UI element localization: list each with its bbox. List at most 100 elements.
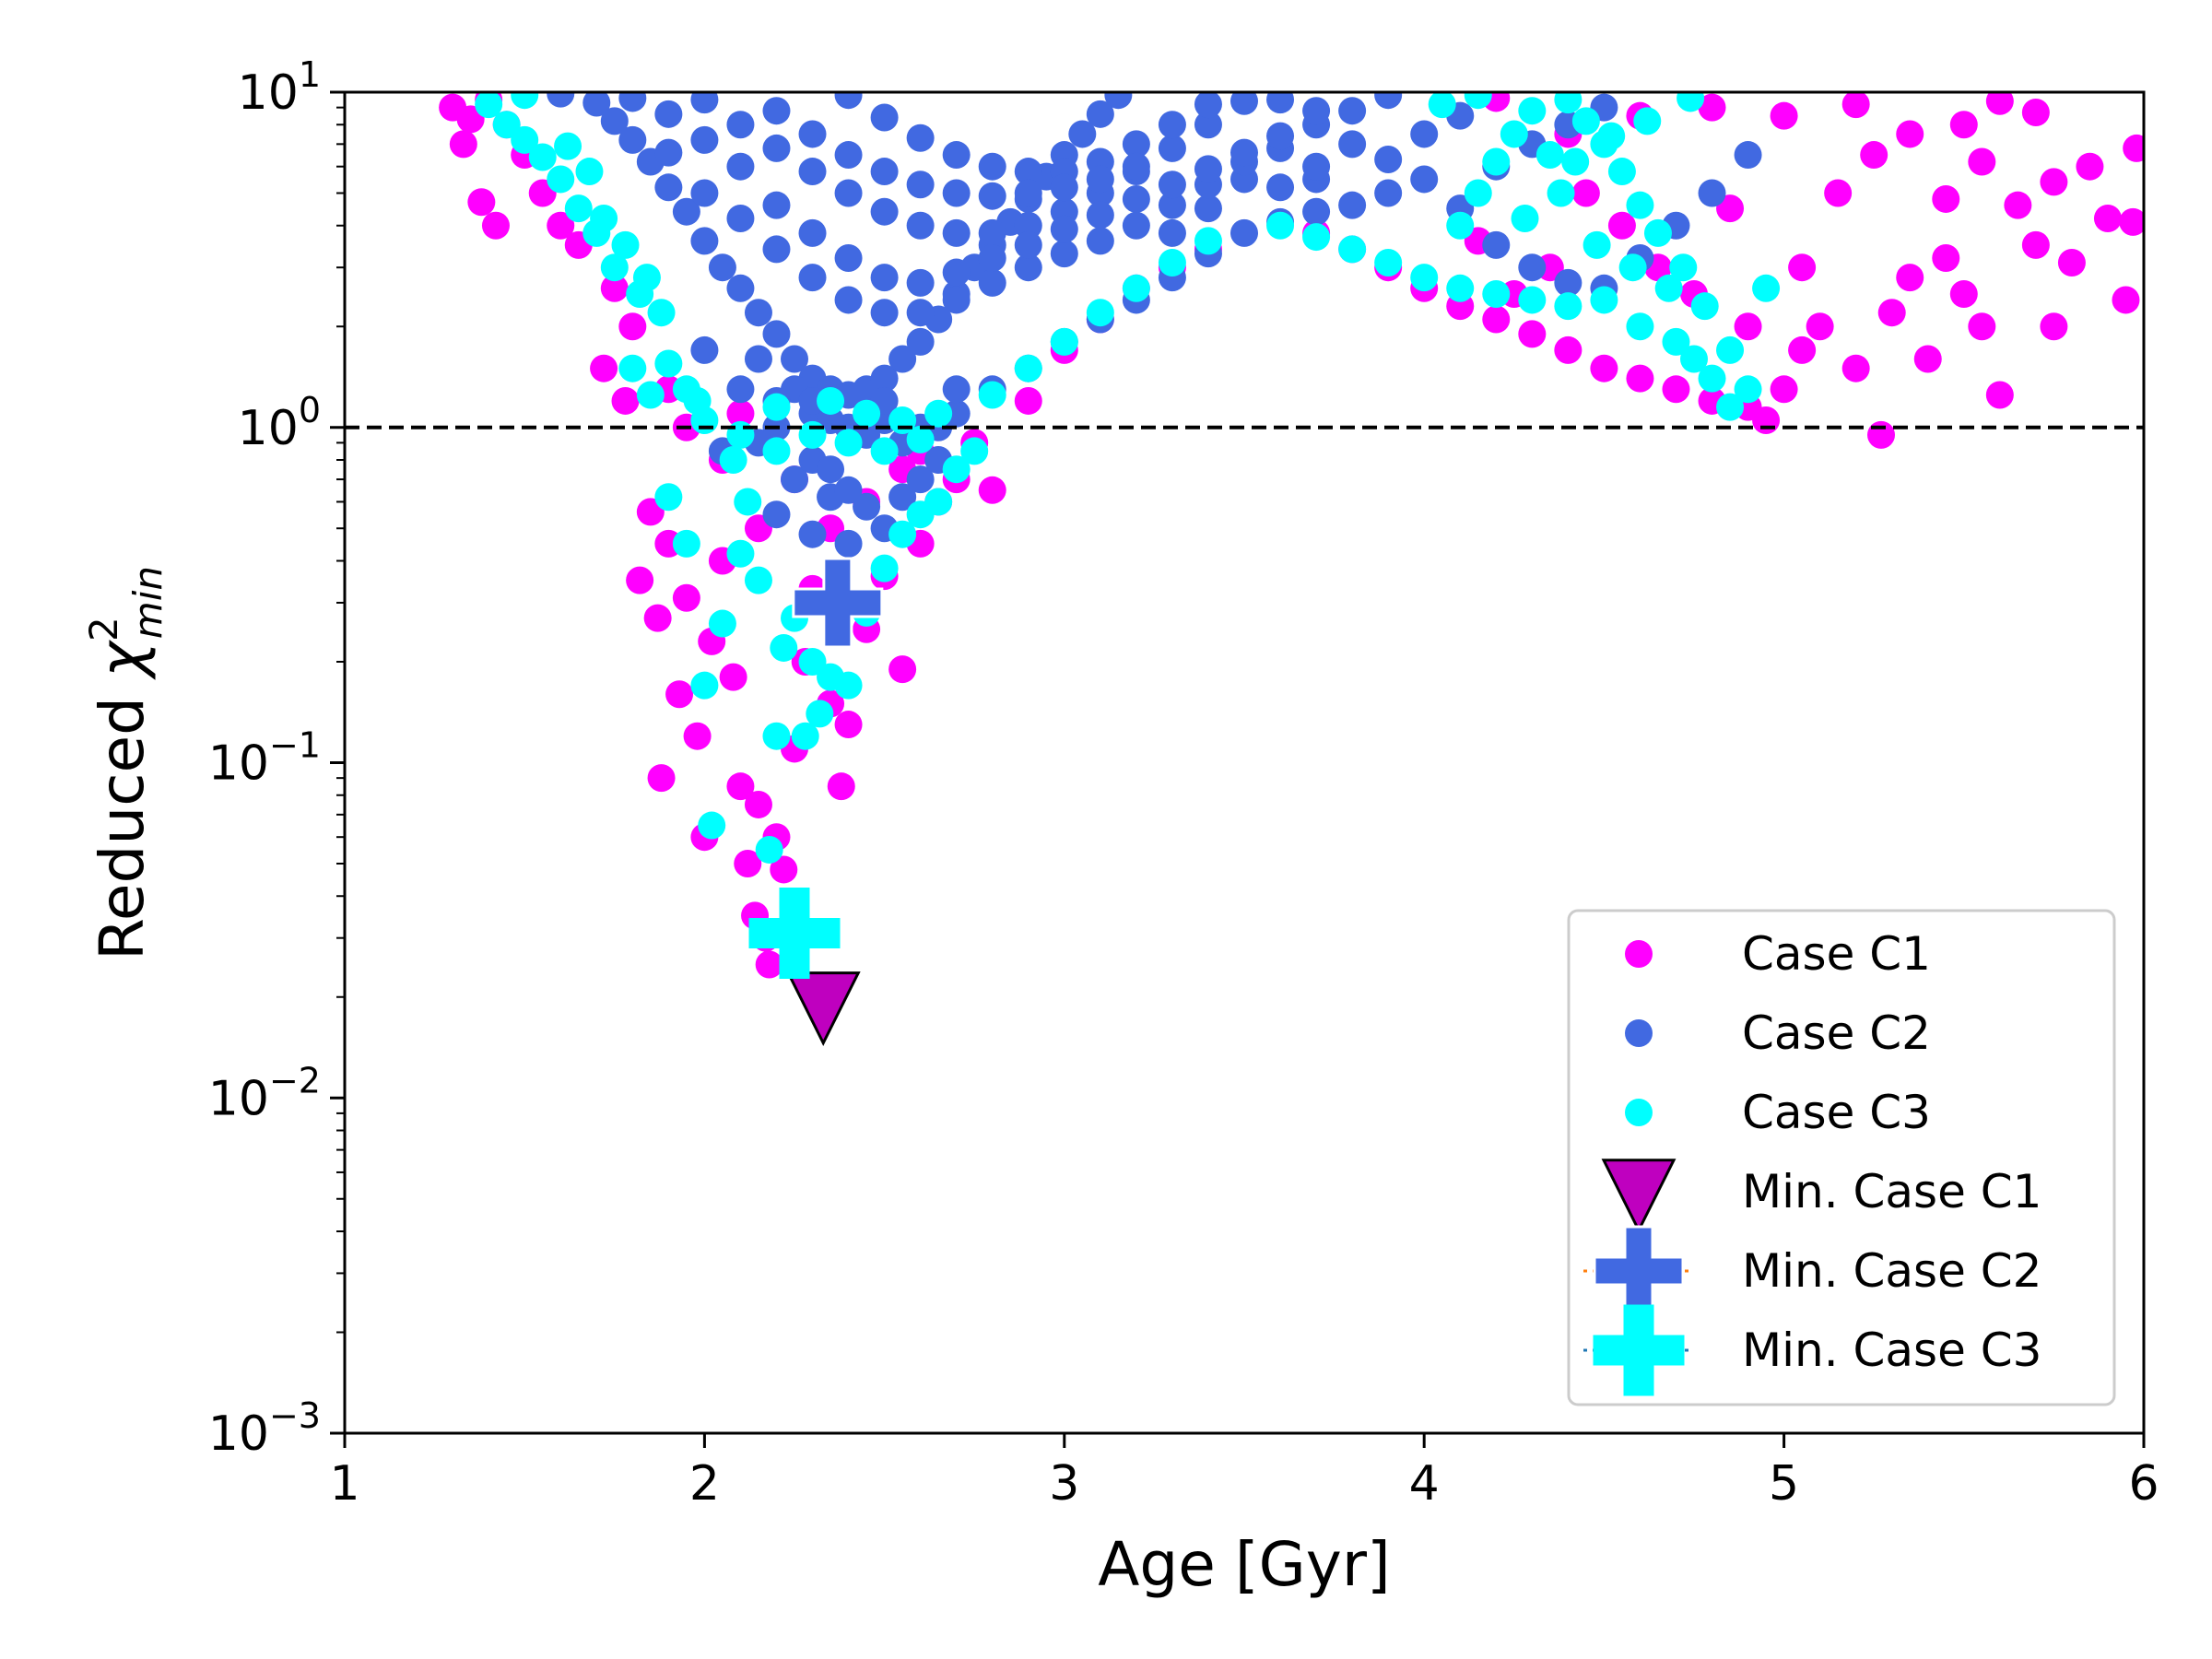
point-case-c3 [1752, 274, 1781, 302]
point-case-c1 [1716, 194, 1745, 223]
point-case-c3 [1547, 179, 1575, 207]
point-case-c1 [600, 274, 629, 302]
point-case-c2 [798, 158, 827, 186]
point-case-c1 [1788, 335, 1817, 364]
x-tick-label: 4 [1409, 1456, 1440, 1512]
point-case-c2 [1014, 179, 1042, 207]
point-case-c2 [1374, 145, 1403, 173]
point-case-c2 [1266, 92, 1295, 114]
point-case-c3 [834, 429, 863, 457]
point-case-c2 [672, 197, 700, 226]
point-case-c3 [1618, 253, 1647, 282]
point-case-c3 [1464, 179, 1492, 207]
point-case-c2 [1194, 155, 1222, 183]
point-case-c3 [1500, 120, 1528, 148]
point-case-c2 [708, 253, 736, 282]
point-case-c3 [1626, 312, 1654, 341]
point-case-c1 [1985, 92, 2014, 115]
point-case-c1 [978, 476, 1006, 504]
point-case-c3 [1086, 299, 1114, 327]
point-case-c1 [2076, 152, 2104, 181]
legend-item-min-case-c1: Min. Case C1 [1601, 1159, 2042, 1234]
point-case-c3 [1633, 107, 1662, 135]
point-case-c2 [1338, 97, 1367, 125]
legend-item-min-case-c2: Min. Case C2 [1583, 1225, 2042, 1317]
legend-marker [1625, 1099, 1653, 1126]
point-case-c1 [1554, 335, 1583, 364]
point-case-c2 [1122, 152, 1150, 181]
point-case-c1 [734, 849, 762, 877]
point-case-c1 [1770, 101, 1798, 130]
point-case-c3 [632, 264, 661, 292]
point-case-c3 [719, 446, 747, 475]
y-tick-label: 100 [238, 390, 321, 456]
point-case-c1 [2021, 98, 2050, 126]
point-case-c1 [1698, 93, 1726, 122]
point-case-c1 [888, 655, 917, 684]
point-case-c3 [1446, 274, 1475, 302]
point-case-c2 [870, 197, 899, 226]
point-case-c2 [906, 465, 935, 494]
legend-label: Min. Case C2 [1742, 1244, 2042, 1298]
point-case-c3 [726, 539, 755, 568]
point-case-c3 [475, 92, 503, 119]
point-case-c3 [708, 609, 736, 638]
point-case-c2 [1554, 268, 1583, 297]
x-tick-label: 6 [2128, 1456, 2159, 1512]
point-case-c1 [672, 583, 700, 612]
point-case-c1 [683, 722, 712, 750]
point-case-c2 [1266, 122, 1295, 150]
point-case-c2 [834, 92, 863, 110]
series-case-c3 [475, 92, 1781, 864]
point-case-c2 [1302, 152, 1331, 181]
point-case-c1 [1662, 375, 1690, 404]
point-case-c2 [582, 92, 611, 117]
legend-marker [1593, 1304, 1685, 1396]
point-case-c3 [1518, 97, 1547, 125]
y-axis-label-sub: min [125, 566, 171, 639]
point-case-c3 [806, 700, 834, 728]
point-case-c1 [1770, 375, 1798, 404]
point-case-c2 [1338, 191, 1367, 219]
point-case-c3 [1194, 227, 1222, 255]
point-case-c3 [1561, 147, 1590, 176]
point-case-c3 [853, 399, 881, 428]
point-case-c3 [1050, 327, 1078, 356]
legend: Case C1 Case C2 Case C3 Min. Case C1 Min. Ca… [1567, 909, 2116, 1406]
point-case-c1 [744, 790, 772, 818]
point-case-c3 [1597, 122, 1626, 150]
point-case-c1 [2040, 168, 2068, 196]
point-case-c1 [1752, 406, 1781, 435]
point-case-c3 [1669, 253, 1698, 282]
point-case-c2 [1482, 230, 1511, 259]
point-case-c1 [827, 772, 855, 801]
legend-item-min-case-c3: Min. Case C3 [1583, 1304, 2042, 1396]
point-case-c2 [1158, 191, 1186, 219]
point-case-c2 [1302, 97, 1331, 125]
point-case-c2 [834, 244, 863, 273]
point-case-c2 [870, 299, 899, 327]
point-case-c1 [1968, 147, 1996, 176]
point-case-c3 [817, 386, 845, 415]
point-case-c2 [978, 152, 1006, 181]
y-tick-label: 10−2 [208, 1060, 321, 1126]
point-case-c3 [1716, 393, 1745, 421]
point-case-c1 [1806, 312, 1834, 341]
point-case-c3 [1677, 92, 1705, 112]
point-case-c3 [1446, 211, 1475, 240]
point-case-c3 [647, 299, 676, 327]
point-case-c2 [906, 327, 935, 356]
point-case-c3 [1607, 158, 1636, 186]
point-case-c1 [726, 772, 755, 801]
point-case-c1 [1949, 279, 1978, 308]
point-case-c2 [690, 179, 719, 207]
point-case-c2 [1230, 92, 1258, 115]
point-case-c2 [726, 375, 755, 404]
point-case-c2 [1410, 120, 1439, 148]
point-case-c2 [798, 520, 827, 548]
point-case-c2 [1158, 171, 1186, 199]
point-case-c2 [762, 500, 791, 529]
point-case-c2 [690, 335, 719, 364]
point-case-c1 [1932, 184, 1960, 213]
